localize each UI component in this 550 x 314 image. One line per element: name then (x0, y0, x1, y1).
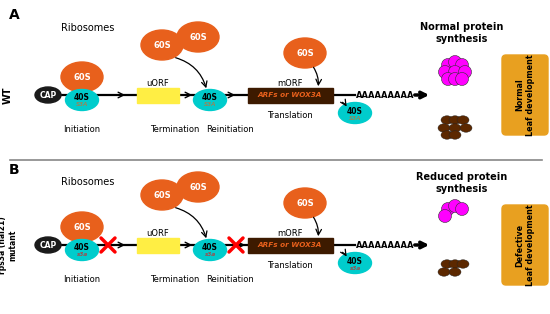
Text: 60S: 60S (189, 182, 207, 192)
Circle shape (455, 58, 469, 72)
Bar (248, 237, 333, 252)
Ellipse shape (177, 22, 219, 52)
Ellipse shape (441, 116, 453, 124)
Text: A: A (9, 8, 19, 22)
Ellipse shape (441, 131, 453, 139)
Text: WT: WT (3, 86, 13, 104)
Text: Reduced protein
synthesis: Reduced protein synthesis (416, 172, 508, 194)
FancyBboxPatch shape (502, 205, 548, 285)
Circle shape (438, 66, 452, 78)
Text: AAAAAAAAA: AAAAAAAAA (356, 90, 415, 100)
Ellipse shape (194, 89, 227, 111)
Ellipse shape (194, 240, 227, 261)
Text: s3a: s3a (349, 266, 361, 270)
Circle shape (442, 73, 454, 85)
Text: Termination: Termination (150, 126, 200, 134)
Ellipse shape (449, 116, 461, 124)
Ellipse shape (65, 89, 98, 111)
Ellipse shape (449, 124, 461, 132)
Ellipse shape (35, 87, 61, 103)
Ellipse shape (449, 268, 461, 276)
Text: Initiation: Initiation (63, 126, 101, 134)
Text: S3A: S3A (76, 102, 88, 107)
Ellipse shape (438, 268, 450, 276)
Text: 60S: 60S (153, 191, 171, 199)
Circle shape (448, 73, 461, 85)
Text: Reinitiation: Reinitiation (206, 126, 254, 134)
Text: B: B (9, 163, 19, 177)
Ellipse shape (438, 124, 450, 132)
Circle shape (459, 66, 471, 78)
Circle shape (448, 56, 461, 68)
Ellipse shape (460, 124, 472, 132)
Ellipse shape (177, 172, 219, 202)
Text: S3A: S3A (349, 116, 361, 121)
Ellipse shape (457, 116, 469, 124)
Text: 40S: 40S (202, 243, 218, 252)
Ellipse shape (61, 212, 103, 242)
Ellipse shape (141, 30, 183, 60)
Ellipse shape (35, 237, 61, 253)
Text: Ribosomes: Ribosomes (61, 177, 115, 187)
Circle shape (455, 73, 469, 85)
Circle shape (442, 203, 454, 215)
Text: CAP: CAP (40, 241, 57, 250)
Text: Normal protein
synthesis: Normal protein synthesis (420, 22, 504, 44)
Ellipse shape (338, 102, 371, 123)
Circle shape (442, 58, 454, 72)
Text: Normal
Leaf development: Normal Leaf development (515, 54, 535, 136)
Text: uORF: uORF (147, 78, 169, 88)
Text: CAP: CAP (40, 90, 57, 100)
Text: 40S: 40S (347, 106, 363, 116)
Ellipse shape (338, 252, 371, 273)
Text: 60S: 60S (153, 41, 171, 50)
Circle shape (448, 66, 461, 78)
Ellipse shape (284, 188, 326, 218)
Ellipse shape (141, 180, 183, 210)
Bar (137, 88, 179, 102)
Text: rps3a (nal21)
mutant: rps3a (nal21) mutant (0, 216, 18, 274)
Text: 40S: 40S (74, 94, 90, 102)
Text: Initiation: Initiation (63, 275, 101, 284)
Text: 60S: 60S (189, 33, 207, 41)
Text: 60S: 60S (296, 198, 314, 208)
Text: Translation: Translation (267, 111, 313, 120)
Text: 60S: 60S (73, 223, 91, 231)
Text: Reinitiation: Reinitiation (206, 275, 254, 284)
Text: 40S: 40S (202, 94, 218, 102)
Ellipse shape (449, 131, 461, 139)
Circle shape (448, 199, 461, 213)
Ellipse shape (284, 38, 326, 68)
Text: AAAAAAAAA: AAAAAAAAA (356, 241, 415, 250)
Text: Defective
Leaf development: Defective Leaf development (515, 204, 535, 286)
Ellipse shape (449, 260, 461, 268)
Ellipse shape (457, 260, 469, 268)
Text: s3a: s3a (205, 252, 216, 257)
Text: ARFs or WOX3A: ARFs or WOX3A (258, 92, 322, 98)
Circle shape (438, 209, 452, 223)
Ellipse shape (61, 62, 103, 92)
Text: ARFs or WOX3A: ARFs or WOX3A (258, 242, 322, 248)
Text: mORF: mORF (277, 78, 302, 88)
Text: 60S: 60S (73, 73, 91, 82)
Bar (137, 237, 179, 252)
Text: 40S: 40S (74, 243, 90, 252)
Text: Translation: Translation (267, 261, 313, 269)
Ellipse shape (441, 260, 453, 268)
Text: 40S: 40S (347, 257, 363, 266)
Circle shape (455, 203, 469, 215)
Bar (248, 88, 333, 102)
Text: 60S: 60S (296, 48, 314, 57)
Text: s3a: s3a (76, 252, 87, 257)
Text: uORF: uORF (147, 229, 169, 237)
Text: Ribosomes: Ribosomes (61, 23, 115, 33)
Text: S3A: S3A (204, 102, 216, 107)
Text: mORF: mORF (277, 229, 302, 237)
Text: Termination: Termination (150, 275, 200, 284)
FancyBboxPatch shape (502, 55, 548, 135)
Ellipse shape (65, 240, 98, 261)
